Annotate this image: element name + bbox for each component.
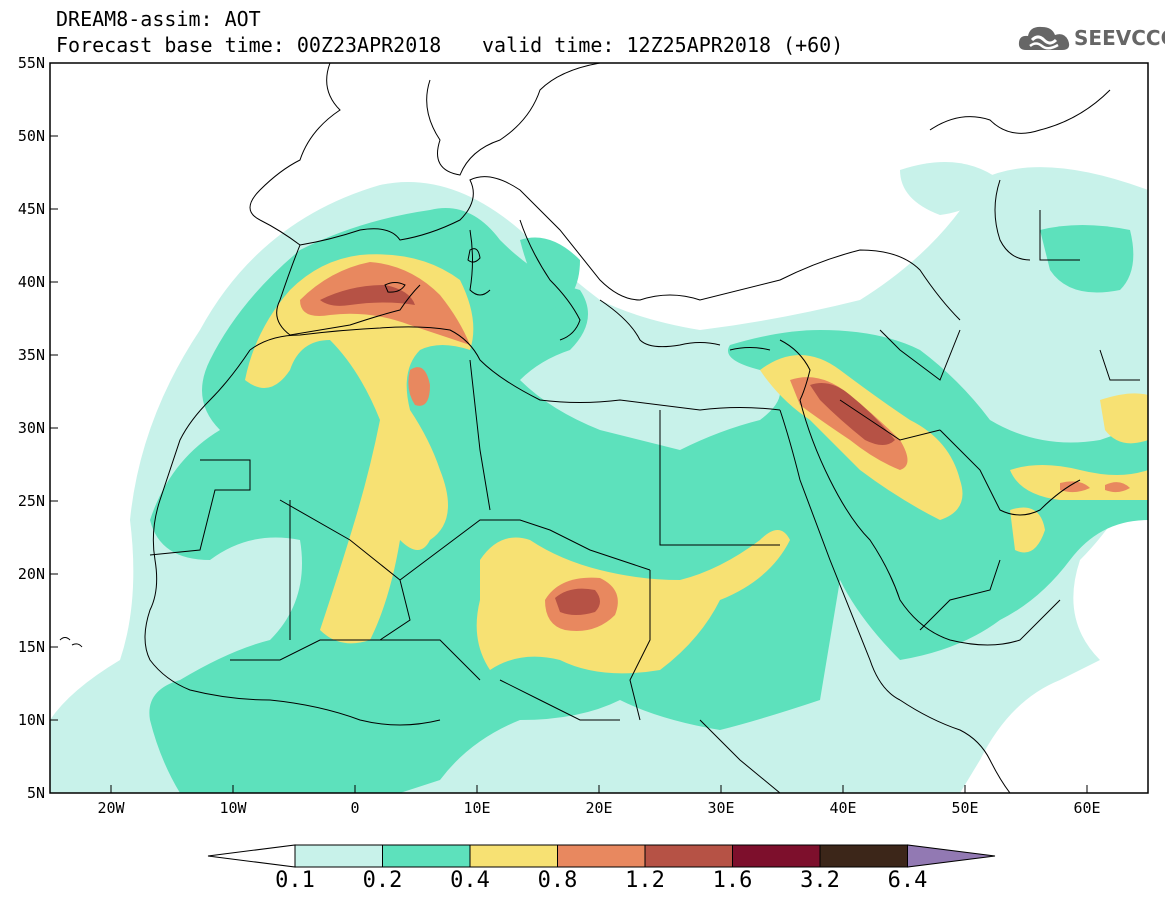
- colorbar-label: 3.2: [800, 868, 840, 893]
- aot-level-1.2: [320, 285, 895, 615]
- colorbar-segment: [557, 844, 646, 868]
- colorbar-label: 1.2: [625, 868, 665, 893]
- aot-field: [50, 162, 1148, 793]
- lat-label: 20N: [18, 565, 45, 583]
- lat-label: 30N: [18, 419, 45, 437]
- lat-label: 45N: [18, 200, 45, 218]
- lat-label: 50N: [18, 127, 45, 145]
- colorbar-segment: [469, 844, 558, 868]
- lon-label: 20W: [97, 799, 125, 817]
- lon-label: 0: [350, 799, 359, 817]
- map-title: DREAM8-assim: AOT: [56, 7, 261, 31]
- forecast-base-time: Forecast base time: 00Z23APR2018: [56, 33, 442, 57]
- colorbar-label: 1.6: [712, 868, 753, 893]
- colorbar-label: 0.2: [362, 868, 403, 893]
- colorbar: [207, 844, 996, 868]
- coastlines: [59, 63, 1140, 793]
- latitude-axis: 55N 50N 45N 40N 35N 30N 25N 20N 15N 10N 5N: [18, 54, 58, 802]
- colorbar-segment: [294, 844, 383, 868]
- lon-label: 10E: [463, 799, 490, 817]
- colorbar-label: 0.1: [275, 868, 315, 893]
- lat-label: 25N: [18, 492, 45, 510]
- colorbar-label: 6.4: [887, 868, 928, 893]
- colorbar-segment: [819, 844, 908, 868]
- lat-label: 10N: [18, 711, 45, 729]
- colorbar-label: 0.8: [537, 868, 578, 893]
- longitude-axis: 20W 10W 0 10E 20E 30E 40E 50E 60E: [97, 785, 1101, 817]
- lon-label: 50E: [951, 799, 978, 817]
- lon-label: 30E: [707, 799, 734, 817]
- lon-label: 10W: [219, 799, 247, 817]
- colorbar-over-arrow: [907, 844, 996, 868]
- colorbar-under-arrow: [207, 844, 296, 868]
- valid-time: valid time: 12Z25APR2018 (+60): [482, 33, 844, 57]
- logo-text: SEEVCCC: [1074, 26, 1165, 50]
- colorbar-segment: [382, 844, 471, 868]
- colorbar-segment: [732, 844, 821, 868]
- colorbar-segment: [644, 844, 733, 868]
- lat-label: 15N: [18, 638, 45, 656]
- lon-label: 40E: [829, 799, 856, 817]
- lat-label: 55N: [18, 54, 45, 72]
- lon-label: 60E: [1073, 799, 1100, 817]
- colorbar-label: 0.4: [450, 868, 490, 893]
- lon-label: 20E: [585, 799, 612, 817]
- cloud-icon: [1018, 26, 1070, 50]
- lat-label: 5N: [27, 784, 45, 802]
- lat-label: 40N: [18, 273, 45, 291]
- lat-label: 35N: [18, 346, 45, 364]
- seevccc-logo: SEEVCCC: [1018, 22, 1165, 56]
